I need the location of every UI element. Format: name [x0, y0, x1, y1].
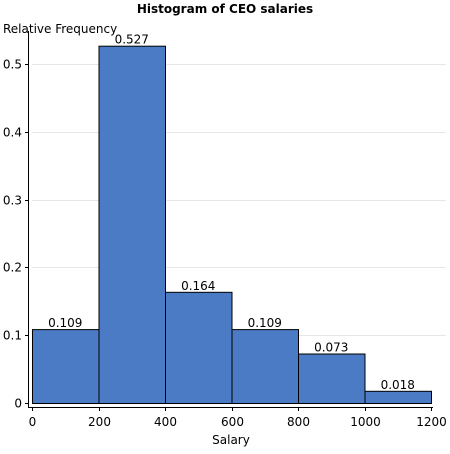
y-tick-label: 0: [14, 397, 22, 411]
y-tick-label: 0.2: [3, 261, 22, 275]
y-tick-label: 0.1: [3, 329, 22, 343]
x-tick-label: 1200: [416, 415, 447, 429]
chart-title: Histogram of CEO salaries: [137, 2, 313, 16]
x-tick-label: 0: [29, 415, 37, 429]
x-tick-label: 200: [88, 415, 111, 429]
y-axis-label: Relative Frequency: [3, 22, 117, 36]
y-tick-label: 0.5: [3, 58, 22, 72]
x-tick-label: 1000: [350, 415, 381, 429]
bar-value-label: 0.109: [248, 316, 282, 330]
x-tick-label: 400: [154, 415, 177, 429]
histogram-bar: [364, 390, 432, 404]
bar-value-label: 0.018: [381, 378, 415, 392]
data-labels: 0.109 0.527 0.164 0.109 0.073 0.018: [48, 33, 415, 392]
ticks: 0 200 400 600 800 1000 1200 0 0.1 0.2 0.3 0.4 0.5: [3, 58, 447, 430]
bar-value-label: 0.164: [181, 279, 215, 293]
bar-value-label: 0.073: [314, 341, 348, 355]
x-tick-label: 600: [221, 415, 244, 429]
histogram-bar: [165, 291, 233, 405]
histogram-bar: [98, 45, 166, 404]
bar-value-label: 0.527: [115, 33, 149, 47]
x-tick-label: 800: [287, 415, 310, 429]
y-tick-label: 0.4: [3, 126, 22, 140]
grid-lines: [32, 64, 446, 336]
histogram-bar: [231, 329, 299, 404]
x-axis-label: Salary: [212, 433, 250, 447]
bars: [32, 45, 432, 405]
histogram-bar: [32, 329, 100, 404]
bar-value-label: 0.109: [48, 316, 82, 330]
y-tick-label: 0.3: [3, 194, 22, 208]
histogram-bar: [298, 353, 366, 405]
